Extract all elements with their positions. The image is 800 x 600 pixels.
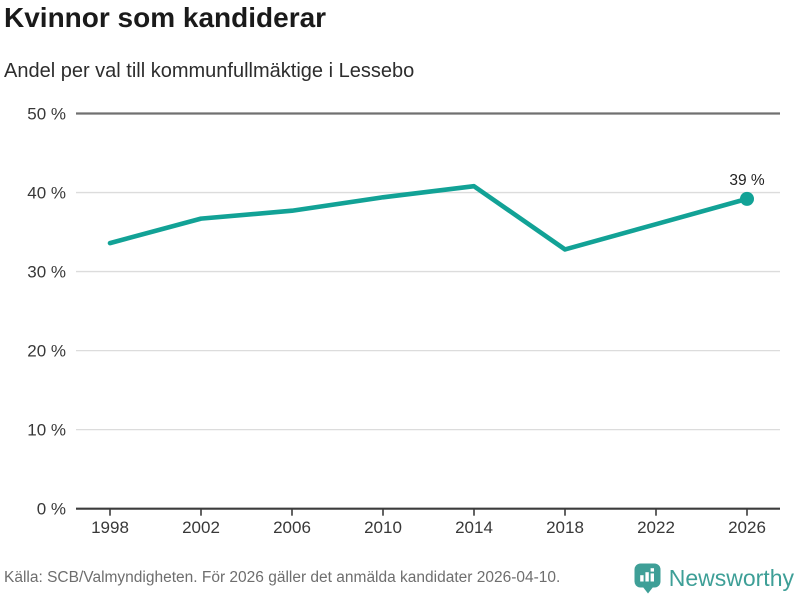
chart-footer: Källa: SCB/Valmyndigheten. För 2026 gäll…: [0, 560, 800, 596]
x-tick-label: 2002: [182, 518, 220, 537]
x-tick-label: 2026: [728, 518, 766, 537]
newsworthy-logo-icon: [634, 563, 661, 594]
source-note: Källa: SCB/Valmyndigheten. För 2026 gäll…: [4, 569, 561, 586]
y-tick-label: 20 %: [27, 342, 66, 361]
y-tick-label: 50 %: [27, 105, 66, 124]
chart-title: Kvinnor som kandiderar: [4, 2, 327, 33]
y-tick-label: 30 %: [27, 263, 66, 282]
end-point-marker: [740, 191, 754, 206]
x-tick-label: 1998: [91, 518, 129, 537]
x-tick-label: 2018: [546, 518, 584, 537]
x-tick-label: 2010: [364, 518, 402, 537]
y-tick-label: 10 %: [27, 421, 66, 440]
chart-subtitle: Andel per val till kommunfullmäktige i L…: [4, 60, 415, 82]
end-value-label: 39 %: [729, 172, 765, 189]
x-tick-label: 2014: [455, 518, 493, 537]
y-tick-label: 40 %: [27, 184, 66, 203]
y-tick-label: 0 %: [37, 500, 66, 519]
x-tick-label: 2022: [637, 518, 675, 537]
x-tick-label: 2006: [273, 518, 311, 537]
brand-logo: Newsworthy: [633, 562, 794, 594]
brand-name: Newsworthy: [668, 564, 794, 591]
data-line: [107, 183, 750, 252]
